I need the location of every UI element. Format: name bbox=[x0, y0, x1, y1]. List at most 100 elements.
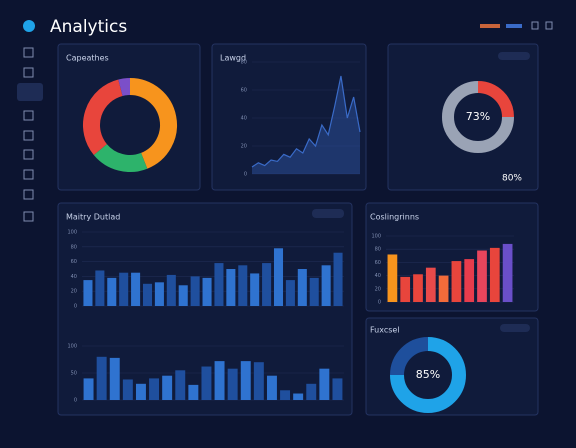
y-tick-label: 80 bbox=[71, 244, 77, 250]
top-link[interactable] bbox=[506, 24, 522, 28]
bar bbox=[250, 273, 260, 306]
y-tick-label: 80 bbox=[241, 60, 247, 66]
donut-segment bbox=[93, 143, 148, 172]
bar bbox=[309, 277, 319, 306]
area-fill bbox=[252, 76, 360, 174]
nav-icon[interactable] bbox=[23, 110, 34, 121]
top-icon[interactable] bbox=[531, 21, 539, 30]
nav-active[interactable] bbox=[17, 83, 43, 101]
donut-segment bbox=[118, 78, 131, 97]
bar bbox=[238, 265, 248, 306]
area-line bbox=[251, 75, 361, 168]
y-tick-label: 80 bbox=[375, 247, 381, 253]
y-tick-label: 60 bbox=[375, 260, 381, 266]
bar bbox=[107, 277, 117, 306]
bar bbox=[135, 383, 146, 400]
y-tick-label: 40 bbox=[241, 116, 247, 122]
y-tick-label: 20 bbox=[375, 286, 381, 292]
bar bbox=[83, 378, 94, 400]
sidebar bbox=[17, 47, 43, 222]
top-icon[interactable] bbox=[545, 21, 553, 30]
bar bbox=[438, 275, 449, 302]
panel bbox=[211, 43, 367, 191]
bar bbox=[306, 383, 317, 400]
y-tick-label: 0 bbox=[244, 172, 247, 178]
y-tick-label: 40 bbox=[375, 273, 381, 279]
bar bbox=[400, 276, 411, 302]
filter-button[interactable] bbox=[500, 324, 530, 332]
bar bbox=[142, 283, 153, 306]
bar bbox=[240, 361, 251, 400]
nav-icon[interactable] bbox=[23, 211, 34, 222]
bar bbox=[122, 379, 133, 400]
bar bbox=[489, 247, 500, 302]
panel-title: Lawgd bbox=[220, 54, 246, 63]
y-tick-label: 20 bbox=[241, 144, 247, 150]
panel-title: Fuxcsel bbox=[370, 326, 400, 335]
bar bbox=[96, 356, 107, 400]
y-tick-label: 0 bbox=[74, 304, 77, 310]
logo bbox=[23, 20, 35, 32]
y-tick-label: 50 bbox=[71, 371, 77, 377]
bar bbox=[175, 370, 186, 400]
bar bbox=[214, 361, 225, 400]
bar bbox=[333, 252, 343, 306]
top-link[interactable] bbox=[480, 24, 500, 28]
bar bbox=[464, 259, 475, 302]
center-label: 85% bbox=[416, 368, 440, 381]
bar bbox=[119, 272, 129, 306]
bar bbox=[162, 375, 173, 400]
y-tick-label: 100 bbox=[371, 234, 381, 240]
bar bbox=[477, 250, 487, 302]
nav-icon[interactable] bbox=[23, 67, 34, 78]
donut-segment bbox=[390, 337, 429, 376]
donut-segment bbox=[442, 81, 514, 153]
bar bbox=[178, 285, 188, 306]
bar bbox=[214, 263, 224, 306]
bar bbox=[262, 263, 272, 306]
bar bbox=[83, 280, 93, 306]
y-tick-label: 40 bbox=[71, 274, 77, 280]
nav-icon[interactable] bbox=[23, 189, 34, 200]
bar bbox=[451, 261, 462, 302]
bar bbox=[413, 274, 423, 302]
bar bbox=[332, 378, 343, 400]
bar bbox=[321, 265, 331, 306]
note: 80% bbox=[502, 174, 522, 184]
donut-segment bbox=[477, 81, 514, 118]
bar bbox=[149, 378, 160, 400]
bar bbox=[319, 368, 330, 400]
bar bbox=[109, 357, 120, 400]
nav-icon[interactable] bbox=[23, 149, 34, 160]
nav-icon[interactable] bbox=[23, 169, 34, 180]
bar bbox=[297, 269, 307, 306]
bar bbox=[188, 384, 199, 400]
donut-segment bbox=[129, 78, 177, 169]
bar bbox=[226, 269, 236, 306]
bar bbox=[227, 368, 238, 400]
bar bbox=[387, 254, 398, 302]
donut-segment bbox=[83, 79, 124, 155]
bar bbox=[190, 276, 200, 306]
panel bbox=[387, 43, 539, 191]
panel-title: Maitry Dutlad bbox=[66, 213, 120, 222]
bar bbox=[425, 267, 436, 302]
bar bbox=[154, 282, 164, 306]
bar bbox=[266, 375, 277, 400]
bar bbox=[273, 248, 284, 306]
filter-button[interactable] bbox=[312, 209, 344, 218]
filter-button[interactable] bbox=[498, 52, 530, 60]
bar bbox=[166, 274, 176, 306]
donut-segment bbox=[390, 337, 466, 413]
nav-icon[interactable] bbox=[23, 130, 34, 141]
bar bbox=[285, 280, 295, 306]
y-tick-label: 0 bbox=[378, 300, 381, 306]
bar bbox=[202, 277, 212, 306]
app-title: Analytics bbox=[50, 17, 127, 37]
panel-title: Coslingrinns bbox=[370, 213, 419, 222]
y-tick-label: 60 bbox=[241, 88, 247, 94]
y-tick-label: 20 bbox=[71, 289, 77, 295]
nav-icon[interactable] bbox=[23, 47, 34, 58]
panel-title: Capeathes bbox=[66, 54, 109, 63]
